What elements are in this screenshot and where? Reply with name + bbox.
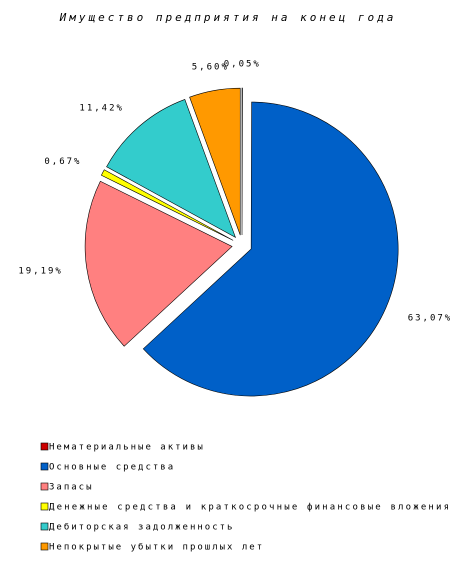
legend-swatch: [40, 502, 49, 511]
value-label: 19,19%: [18, 266, 63, 276]
legend-label: Запасы: [49, 483, 94, 493]
legend-label: Непокрытые убытки прошлых лет: [49, 542, 264, 553]
legend-swatch: [40, 442, 49, 451]
value-label: 63,07%: [408, 313, 453, 323]
pie-slice: [189, 87, 241, 236]
legend-label: Дебиторская задолженность: [49, 522, 234, 533]
chart-title: Имущество предприятия на конец года: [59, 11, 397, 24]
legend-label: Нематериальные активы: [49, 443, 205, 453]
value-label: 0,67%: [44, 157, 81, 167]
legend-swatch: [40, 462, 49, 471]
pie-slice: [100, 169, 234, 241]
value-label: 5,60%: [192, 62, 229, 72]
pie-slice: [84, 180, 233, 347]
value-label: 0,05%: [224, 60, 261, 70]
pie-slice: [106, 99, 237, 239]
legend-label: Денежные средства и краткосрочные финанс…: [49, 503, 451, 513]
value-label: 11,42%: [79, 103, 124, 113]
legend-swatch: [40, 482, 49, 491]
legend-swatch: [40, 522, 49, 531]
legend-swatch: [40, 542, 49, 551]
legend-label: Основные средства: [49, 463, 175, 473]
pie-slice: [142, 101, 399, 397]
